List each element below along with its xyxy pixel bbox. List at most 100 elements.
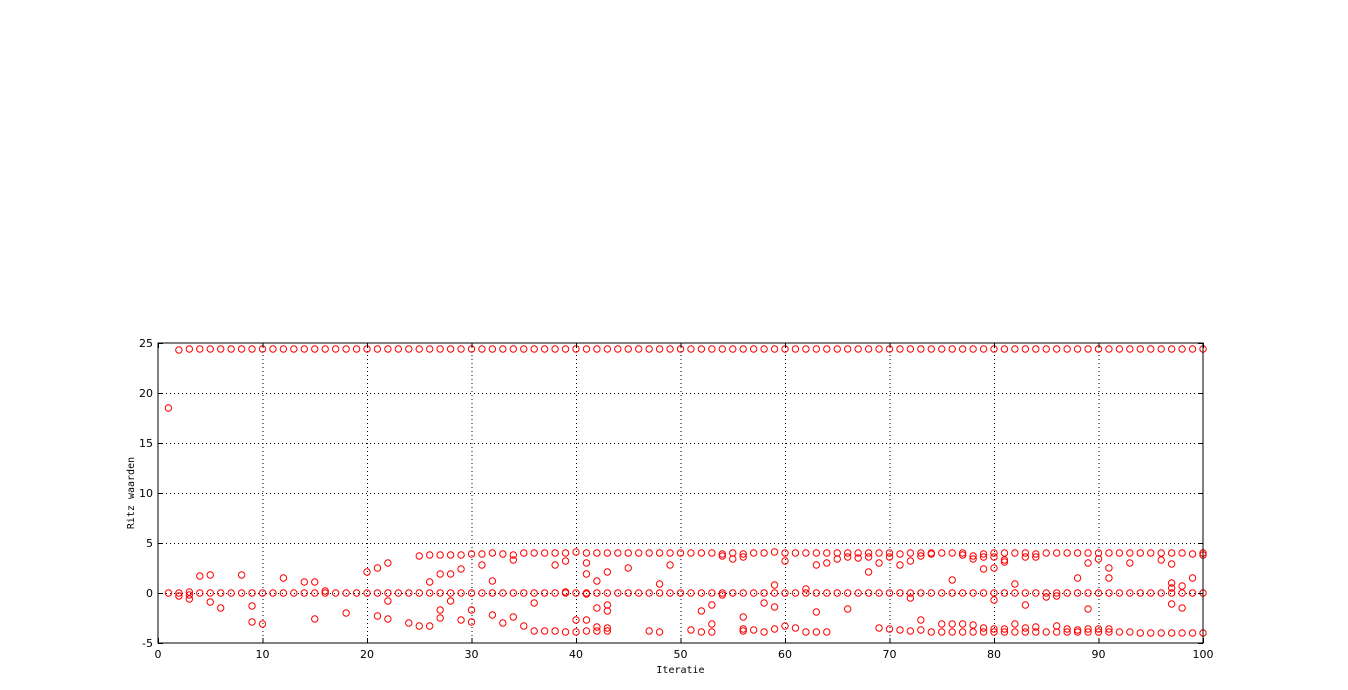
data-point <box>593 627 601 635</box>
x-tick-labels: 0 10 20 30 40 50 60 70 80 90 100 <box>155 648 1214 661</box>
data-point <box>1167 589 1176 597</box>
data-point <box>300 345 308 353</box>
data-point <box>384 559 392 567</box>
data-point <box>1021 601 1030 609</box>
data-point <box>624 589 632 597</box>
data-point <box>844 345 852 353</box>
data-point <box>509 556 517 564</box>
data-point <box>844 605 852 613</box>
data-point <box>687 626 695 634</box>
data-point <box>1011 549 1019 557</box>
data-point <box>917 626 925 634</box>
data-point <box>979 345 988 353</box>
data-point <box>551 561 559 569</box>
data-point <box>864 345 873 353</box>
data-point <box>582 345 591 353</box>
data-point <box>426 622 434 630</box>
data-point <box>969 555 977 563</box>
data-point <box>958 549 967 557</box>
data-point <box>530 599 538 607</box>
data-point <box>457 589 465 597</box>
data-point <box>488 577 497 585</box>
data-point <box>624 549 632 557</box>
data-point <box>415 589 423 597</box>
data-point <box>185 345 194 353</box>
data-point <box>990 628 998 636</box>
data-point <box>718 550 726 558</box>
data-point <box>1032 550 1040 558</box>
data-point <box>1147 549 1155 557</box>
data-point <box>488 589 497 597</box>
data-point <box>958 628 967 636</box>
data-point <box>1063 625 1071 633</box>
data-point <box>697 345 706 353</box>
data-point <box>1042 593 1050 601</box>
data-point <box>237 345 246 353</box>
data-point <box>854 549 862 557</box>
data-point <box>1094 555 1103 563</box>
data-point <box>540 549 549 557</box>
data-point <box>781 549 789 557</box>
data-point <box>1032 345 1040 353</box>
data-point <box>1147 345 1155 353</box>
data-point <box>823 628 831 636</box>
data-point <box>509 613 517 621</box>
data-point <box>551 345 559 353</box>
data-point <box>1073 589 1082 597</box>
data-point <box>1167 629 1176 637</box>
data-point <box>405 345 413 353</box>
data-point <box>488 611 497 619</box>
data-point <box>1053 345 1061 353</box>
data-point <box>844 589 852 597</box>
data-point <box>1000 625 1009 633</box>
data-point <box>478 345 486 353</box>
data-point <box>394 345 403 353</box>
data-point <box>530 627 538 635</box>
data-point <box>1032 623 1040 631</box>
data-point <box>185 591 194 599</box>
data-point <box>823 589 831 597</box>
data-point <box>1042 549 1050 557</box>
data-point <box>509 345 517 353</box>
data-point <box>1011 628 1019 636</box>
data-point <box>990 589 998 597</box>
data-point <box>614 589 622 597</box>
data-point <box>373 589 382 597</box>
data-point <box>948 549 956 557</box>
data-point <box>645 589 653 597</box>
data-point <box>791 624 800 632</box>
data-point <box>206 345 214 353</box>
data-point <box>927 550 935 558</box>
data-point <box>1136 345 1145 353</box>
data-point <box>175 346 183 354</box>
data-point <box>1011 589 1019 597</box>
data-point <box>1073 628 1082 636</box>
data-point <box>1157 345 1165 353</box>
data-point <box>1115 589 1124 597</box>
data-point <box>1178 345 1186 353</box>
data-point <box>1188 550 1197 558</box>
data-point <box>676 549 685 557</box>
data-point <box>917 552 925 560</box>
data-point <box>958 589 967 597</box>
data-point <box>833 555 841 563</box>
data-point <box>603 607 612 615</box>
data-point <box>520 345 528 353</box>
data-point <box>509 551 517 559</box>
data-point <box>770 345 779 353</box>
data-point <box>781 589 789 597</box>
data-point <box>749 626 758 634</box>
data-point <box>906 594 915 602</box>
data-point <box>708 345 716 353</box>
data-point <box>1167 549 1176 557</box>
x-tick-label: 90 <box>1092 648 1106 661</box>
data-point <box>1126 549 1134 557</box>
data-point <box>875 549 883 557</box>
data-point <box>457 565 465 573</box>
data-point <box>1178 629 1186 637</box>
data-point <box>331 589 340 597</box>
y-tick-label: 15 <box>139 437 153 450</box>
x-tick-label: 20 <box>360 648 374 661</box>
data-point <box>645 549 653 557</box>
data-point <box>635 589 643 597</box>
